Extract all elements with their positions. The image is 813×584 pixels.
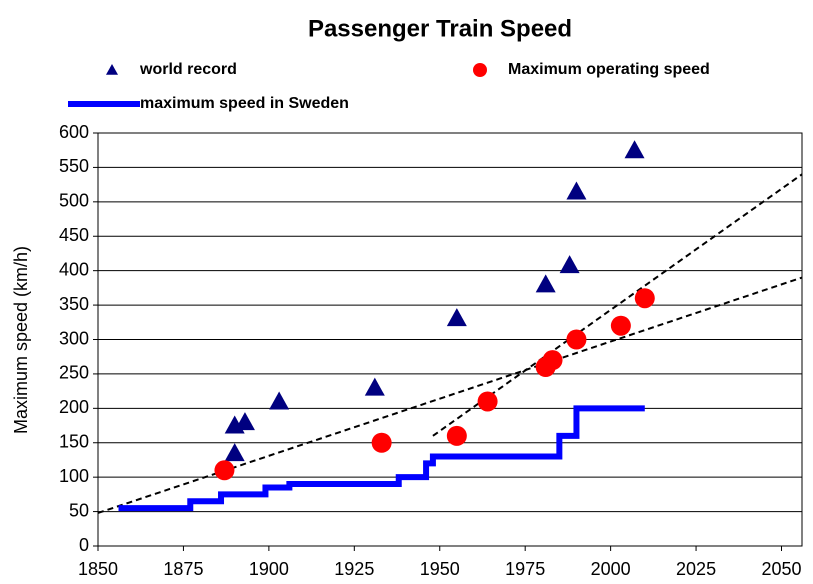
circle-marker	[634, 288, 655, 309]
trend-line	[432, 173, 803, 437]
y-tick-label: 100	[59, 466, 89, 486]
circle-marker	[610, 315, 631, 336]
triangle-marker	[234, 412, 255, 431]
circle-marker	[542, 350, 563, 371]
x-tick-label: 1875	[163, 559, 203, 579]
y-tick-label: 50	[69, 500, 89, 520]
circle-marker	[214, 460, 235, 481]
circle-marker	[446, 425, 467, 446]
triangle-marker	[446, 308, 467, 327]
triangle-marker	[535, 274, 556, 293]
triangle-marker	[624, 140, 645, 159]
y-tick-label: 600	[59, 122, 89, 142]
step-line	[118, 405, 645, 512]
y-tick-label: 200	[59, 397, 89, 417]
x-tick-label: 2050	[761, 559, 801, 579]
circle-marker	[371, 432, 392, 453]
x-tick-label: 1950	[420, 559, 460, 579]
triangle-marker	[364, 377, 385, 396]
y-tick-label: 450	[59, 225, 89, 245]
triangle-marker	[269, 391, 290, 410]
y-tick-label: 350	[59, 294, 89, 314]
legend-symbol	[106, 64, 118, 75]
chart-title: Passenger Train Speed	[308, 15, 572, 42]
legend-label: Maximum operating speed	[508, 61, 710, 78]
y-tick-label: 400	[59, 259, 89, 279]
y-tick-label: 250	[59, 363, 89, 383]
y-tick-label: 300	[59, 328, 89, 348]
x-tick-label: 1850	[78, 559, 118, 579]
x-tick-label: 2025	[676, 559, 716, 579]
triangle-marker	[566, 181, 587, 200]
x-tick-label: 1975	[505, 559, 545, 579]
y-tick-label: 150	[59, 432, 89, 452]
legend-symbol	[473, 63, 487, 77]
y-tick-label: 550	[59, 156, 89, 176]
legend-label: maximum speed in Sweden	[140, 95, 349, 112]
x-tick-label: 1900	[249, 559, 289, 579]
x-tick-label: 1925	[334, 559, 374, 579]
y-tick-label: 500	[59, 191, 89, 211]
circle-marker	[566, 329, 587, 350]
triangle-marker	[224, 443, 245, 462]
legend-label: world record	[139, 61, 237, 78]
y-tick-label: 0	[79, 535, 89, 555]
circle-marker	[477, 391, 498, 412]
x-tick-label: 2000	[591, 559, 631, 579]
triangle-marker	[559, 255, 580, 274]
y-axis-label: Maximum speed (km/h)	[11, 246, 31, 434]
